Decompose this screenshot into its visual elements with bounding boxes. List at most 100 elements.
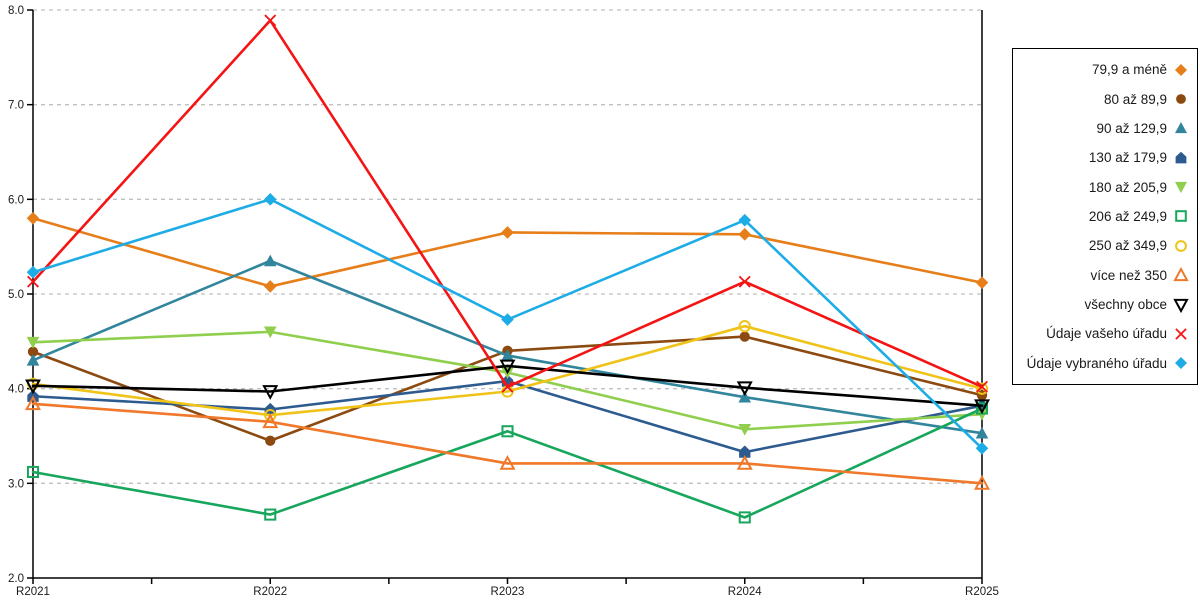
legend-item: Údaje vašeho úřadu bbox=[1017, 320, 1189, 348]
diamond-icon bbox=[1175, 357, 1187, 370]
triangle-up-icon bbox=[1175, 122, 1187, 134]
legend-marker-pentagon-icon bbox=[1175, 151, 1187, 164]
triangle-down-icon bbox=[736, 381, 753, 397]
series-line-6 bbox=[31, 324, 984, 417]
legend-marker-x-icon bbox=[1175, 328, 1187, 340]
circle-icon bbox=[738, 320, 751, 333]
triangle-up-icon bbox=[26, 353, 40, 366]
x-icon bbox=[976, 380, 988, 393]
triangle-down-icon bbox=[1175, 182, 1187, 194]
x-tick-label: R2021 bbox=[16, 586, 50, 598]
x-tick-label: R2025 bbox=[965, 586, 999, 598]
legend-item-label: 79,9 a méně bbox=[1091, 62, 1167, 78]
diamond-icon bbox=[501, 226, 514, 239]
legend-item-label: 180 až 205,9 bbox=[1088, 179, 1167, 195]
triangle-down-icon bbox=[25, 379, 41, 395]
x-tick-label: R2024 bbox=[728, 586, 762, 598]
x-icon bbox=[1175, 328, 1187, 340]
legend-item-label: 206 až 249,9 bbox=[1088, 208, 1167, 224]
diamond-icon bbox=[501, 313, 514, 326]
y-tick-label: 2.0 bbox=[8, 573, 24, 585]
legend-marker-triangle-down-icon bbox=[1173, 298, 1189, 313]
square-icon bbox=[264, 508, 277, 521]
legend-marker-square-icon bbox=[1175, 210, 1187, 223]
legend-item: 90 až 129,9 bbox=[1017, 114, 1189, 142]
triangle-down-icon bbox=[975, 408, 989, 421]
triangle-up-icon bbox=[975, 426, 989, 439]
triangle-down-icon bbox=[1173, 298, 1189, 313]
legend-item: 206 až 249,9 bbox=[1017, 202, 1189, 230]
legend-item: 130 až 179,9 bbox=[1017, 144, 1189, 172]
legend-item: Údaje vybraného úřadu bbox=[1017, 349, 1189, 377]
diamond-icon bbox=[263, 193, 277, 206]
legend-item-label: více než 350 bbox=[1090, 267, 1167, 283]
x-tick-label: R2023 bbox=[491, 586, 525, 598]
x-icon bbox=[27, 275, 39, 288]
circle-icon bbox=[27, 346, 39, 357]
legend-item: všechny obce bbox=[1017, 291, 1189, 319]
legend-marker-triangle-up-icon bbox=[1175, 122, 1187, 134]
legend-item: 80 až 89,9 bbox=[1017, 85, 1189, 113]
circle-icon bbox=[265, 435, 276, 446]
legend-item-label: 80 až 89,9 bbox=[1103, 91, 1167, 107]
legend-marker-diamond-icon bbox=[1175, 63, 1187, 76]
square-icon bbox=[501, 425, 514, 438]
y-tick-label: 5.0 bbox=[8, 289, 24, 301]
diamond-icon bbox=[975, 442, 989, 455]
diamond-icon bbox=[26, 211, 40, 225]
legend-item-label: všechny obce bbox=[1084, 297, 1167, 313]
circle-icon bbox=[975, 382, 989, 395]
x-tick-label: R2022 bbox=[253, 586, 287, 598]
triangle-down-icon bbox=[262, 385, 279, 400]
legend-marker-diamond-icon bbox=[1175, 357, 1187, 370]
circle-icon bbox=[1175, 239, 1187, 252]
diamond-icon bbox=[1175, 63, 1187, 76]
triangle-up-icon bbox=[501, 349, 514, 361]
legend-item-label: 130 až 179,9 bbox=[1088, 150, 1167, 166]
legend-item: 250 až 349,9 bbox=[1017, 232, 1189, 260]
square-icon bbox=[1175, 210, 1187, 223]
diamond-icon bbox=[263, 280, 277, 293]
circle-icon bbox=[264, 409, 277, 422]
y-tick-label: 8.0 bbox=[8, 5, 24, 17]
triangle-down-icon bbox=[26, 336, 40, 349]
y-tick-label: 4.0 bbox=[8, 384, 24, 396]
series-line-5 bbox=[31, 407, 984, 519]
diamond-icon bbox=[975, 276, 989, 289]
triangle-up-icon bbox=[263, 254, 277, 267]
y-tick-label: 7.0 bbox=[8, 100, 24, 112]
legend-marker-triangle-down-icon bbox=[1175, 182, 1187, 194]
x-icon bbox=[501, 380, 514, 393]
triangle-up-icon bbox=[499, 455, 516, 470]
legend-item-label: 250 až 349,9 bbox=[1088, 238, 1167, 254]
y-tick-label: 6.0 bbox=[8, 194, 24, 206]
square-icon bbox=[738, 511, 751, 524]
legend-item-label: 90 až 129,9 bbox=[1096, 120, 1167, 136]
circle-icon bbox=[739, 331, 750, 342]
legend-item: 79,9 a méně bbox=[1017, 56, 1189, 84]
triangle-up-icon bbox=[736, 455, 753, 470]
legend-item: 180 až 205,9 bbox=[1017, 173, 1189, 201]
series-line-8 bbox=[31, 364, 984, 408]
pentagon-icon bbox=[739, 445, 751, 458]
diamond-icon bbox=[26, 265, 40, 279]
diamond-icon bbox=[738, 228, 752, 241]
triangle-up-icon bbox=[974, 474, 990, 490]
triangle-up-icon bbox=[738, 390, 752, 403]
legend-marker-circle-icon bbox=[1175, 239, 1187, 252]
y-tick-label: 3.0 bbox=[8, 478, 24, 490]
legend-marker-circle-icon bbox=[1176, 94, 1186, 104]
legend-item-label: Údaje vybraného úřadu bbox=[1026, 355, 1167, 371]
series-line-7 bbox=[31, 402, 984, 485]
legend-item-label: Údaje vašeho úřadu bbox=[1046, 326, 1167, 342]
pentagon-icon bbox=[1175, 151, 1187, 164]
square-icon bbox=[26, 465, 40, 479]
triangle-up-icon bbox=[1173, 267, 1189, 282]
x-icon bbox=[264, 14, 277, 27]
x-icon bbox=[738, 275, 751, 288]
legend-item: více než 350 bbox=[1017, 261, 1189, 289]
chart-legend: 79,9 a méně 80 až 89,9 90 až 129,9 130 až 1… bbox=[1012, 48, 1198, 385]
diamond-icon bbox=[738, 213, 752, 227]
